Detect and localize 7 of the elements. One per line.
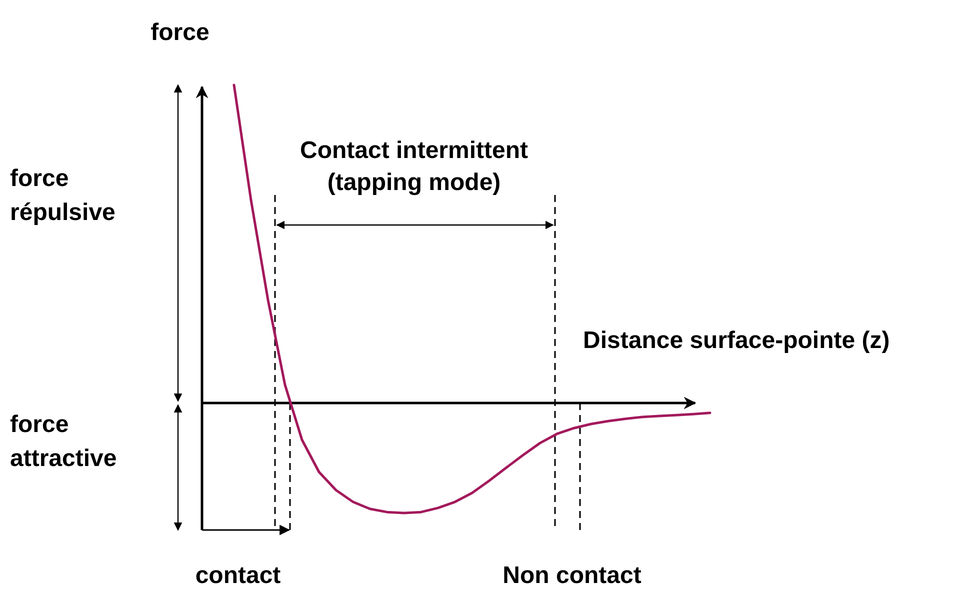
- text: force attractive: [10, 411, 117, 472]
- text: contact: [195, 562, 281, 589]
- y-axis-title: force: [150, 19, 210, 46]
- x-axis-title: Distance surface-pointe (z): [583, 327, 890, 354]
- text: Non contact: [502, 562, 642, 589]
- annotation: Contact intermittent (tapping mode): [300, 137, 528, 196]
- text: force répulsive: [10, 165, 116, 226]
